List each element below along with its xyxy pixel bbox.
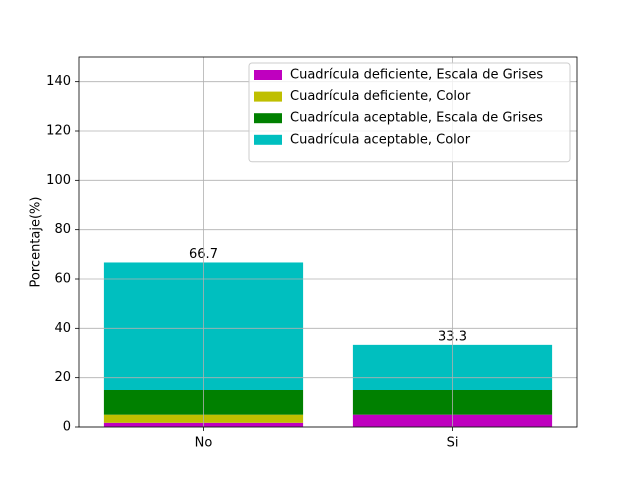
y-tick-label: 120	[46, 124, 71, 139]
legend-label: Cuadrícula deficiente, Color	[290, 89, 471, 104]
legend-label: Cuadrícula deficiente, Escala de Grises	[290, 68, 543, 83]
legend-label: Cuadrícula aceptable, Escala de Grises	[290, 111, 543, 126]
x-tick-label: Si	[447, 436, 459, 451]
y-tick-label: 0	[63, 420, 71, 435]
x-tick-label: No	[195, 436, 213, 451]
legend-swatch	[254, 70, 282, 80]
legend-swatch	[254, 134, 282, 145]
y-tick-label: 60	[54, 272, 71, 287]
legend-label: Cuadrícula aceptable, Color	[290, 132, 471, 147]
legend: Cuadrícula deficiente, Escala de Grises C…	[248, 62, 571, 163]
y-axis-label: Porcentaje(%)	[29, 197, 44, 288]
legend-swatch	[254, 113, 282, 124]
y-tick-label: 20	[54, 370, 71, 385]
legend-swatch	[254, 91, 282, 102]
plot-frame	[78, 56, 578, 428]
y-tick-label: 140	[46, 74, 71, 89]
y-tick-label: 80	[54, 222, 71, 237]
y-tick-label: 40	[54, 321, 71, 336]
y-tick-label: 100	[46, 173, 71, 188]
legend-box	[248, 62, 571, 163]
